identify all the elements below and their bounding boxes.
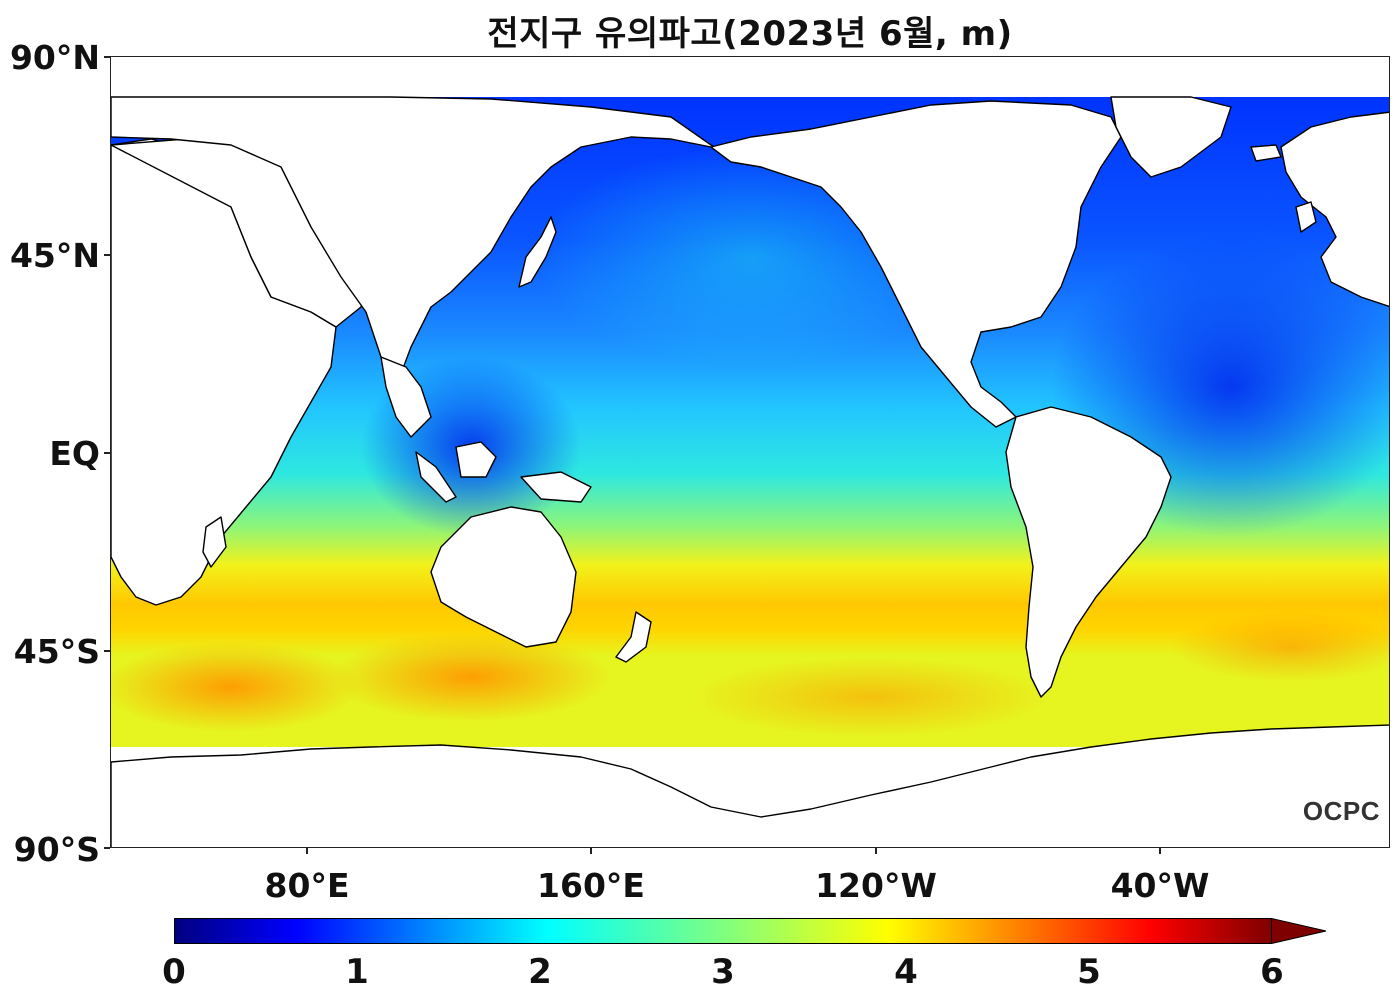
- sumatra: [415, 451, 457, 503]
- lon-label-80e: 80°E: [264, 866, 350, 905]
- southern-ocean-high-waves: [1171, 612, 1389, 682]
- australia: [430, 506, 577, 648]
- wave-height-map: [110, 56, 1390, 848]
- lat-label-90s: 90°S: [13, 830, 100, 869]
- madagascar: [202, 516, 227, 568]
- british-isles: [1295, 201, 1317, 233]
- japan: [518, 216, 557, 288]
- colorbar-tick-4: 4: [894, 952, 918, 992]
- colorbar-extend-arrow: [1271, 917, 1327, 945]
- south-america: [1005, 406, 1172, 698]
- ocpc-watermark: OCPC: [1302, 796, 1380, 826]
- iceland: [1250, 144, 1282, 162]
- colorbar-tick-6: 6: [1260, 952, 1284, 992]
- new-zealand: [615, 611, 652, 663]
- lat-tick: [104, 847, 110, 849]
- lat-tick: [104, 56, 110, 58]
- lon-label-160e: 160°E: [537, 866, 645, 905]
- lon-tick: [590, 848, 592, 854]
- north-america: [710, 100, 1122, 428]
- southern-ocean-high-waves: [111, 642, 361, 732]
- lat-tick: [104, 254, 110, 256]
- colorbar-tick-5: 5: [1077, 952, 1101, 992]
- lat-label-45n: 45°N: [9, 236, 100, 275]
- lat-tick: [104, 650, 110, 652]
- lat-label-45s: 45°S: [13, 632, 100, 671]
- lon-label-120w: 120°W: [815, 866, 937, 905]
- southern-ocean-high-waves: [331, 632, 611, 722]
- borneo: [455, 441, 497, 478]
- new-guinea: [520, 471, 592, 503]
- eurasia: [111, 96, 732, 388]
- southern-ocean-high-waves: [691, 657, 1051, 737]
- lon-label-40w: 40°W: [1110, 866, 1210, 905]
- colorbar-tick-1: 1: [345, 952, 369, 992]
- lat-label-90n: 90°N: [9, 38, 100, 77]
- lon-tick: [306, 848, 308, 854]
- colorbar-tick-0: 0: [162, 952, 186, 992]
- indochina: [380, 356, 432, 438]
- antarctica: [111, 724, 1389, 847]
- colorbar-tick-2: 2: [528, 952, 552, 992]
- colorbar-tick-3: 3: [711, 952, 735, 992]
- colorbar: [174, 917, 1328, 945]
- europe: [1280, 111, 1389, 308]
- map-canvas: [111, 96, 1389, 847]
- colorbar-svg: [174, 917, 1327, 945]
- lon-tick: [1159, 848, 1161, 854]
- lat-label-eq: EQ: [49, 434, 100, 473]
- land-masses: [111, 96, 1389, 847]
- colorbar-gradient: [174, 918, 1272, 944]
- greenland: [1110, 96, 1232, 178]
- map-title: 전지구 유의파고(2023년 6월, m): [487, 14, 1013, 54]
- lat-tick: [104, 452, 110, 454]
- lon-tick: [875, 848, 877, 854]
